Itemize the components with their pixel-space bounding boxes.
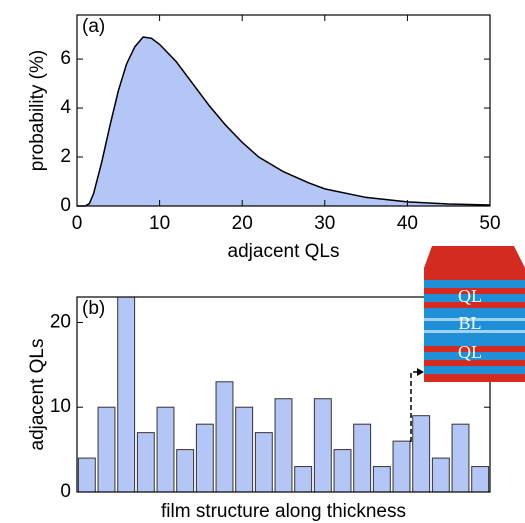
bar [97,406,116,493]
bar [392,440,411,493]
inset-layer [424,346,525,352]
inset-label: QL [458,342,482,362]
inset-layer [424,330,525,333]
bar [117,296,136,493]
bar [372,466,391,493]
bar [412,415,431,493]
bar [471,466,490,493]
inset-layer [424,374,525,382]
panel: 0 2 4 6 0 10 20 30 40 50 (a) adjacent QLs probabilit… [27,14,501,262]
x-tick-label: 50 [479,213,500,234]
inset-label: QL [458,286,482,306]
bar [136,432,155,493]
bar [274,398,293,493]
y-tick-label: 10 [50,396,71,417]
x-tick-label: 10 [149,213,170,234]
bar [176,449,195,493]
x-tick-label: 20 [232,213,253,234]
y-axis-label: adjacent QLs [27,339,48,451]
y-tick-label: 0 [60,481,71,502]
arrow-head [417,368,424,376]
x-axis-label: film structure along thickness [161,501,406,522]
x-tick-label: 30 [314,213,335,234]
y-tick-label: 2 [60,146,71,167]
axes-frame [76,14,491,207]
x-axis-label: adjacent QLs [228,241,340,262]
panel-label: (b) [82,298,105,319]
axes-frame [76,296,491,493]
curve [77,36,491,207]
bar [254,432,273,493]
y-axis-label: probability (%) [27,50,48,171]
inset-top [424,246,525,280]
bar [451,423,470,493]
inset: QL BL QL [410,246,525,442]
bar [333,449,352,493]
y-tick-label: 4 [60,97,71,118]
bar [313,398,332,493]
area [77,37,490,207]
panel: 0 10 20 (b) film structure along thickness ad… [27,296,491,522]
bar [215,381,234,493]
bar [77,457,96,493]
x-tick-label: 0 [72,213,83,234]
inset-layer [424,360,525,366]
bar [294,466,313,493]
inset-layer [424,288,525,294]
inset-layer [424,302,525,308]
panel-label: (a) [82,16,105,37]
y-tick-label: 6 [60,48,71,69]
bar [431,457,450,493]
bar [235,406,254,493]
bar [353,423,372,493]
inset-label: BL [458,313,481,333]
inset-layer [424,318,525,321]
x-tick-label: 40 [397,213,418,234]
y-tick-label: 20 [50,311,71,332]
bar [156,406,175,493]
y-tick-label: 0 [60,195,71,216]
bar [195,423,214,493]
